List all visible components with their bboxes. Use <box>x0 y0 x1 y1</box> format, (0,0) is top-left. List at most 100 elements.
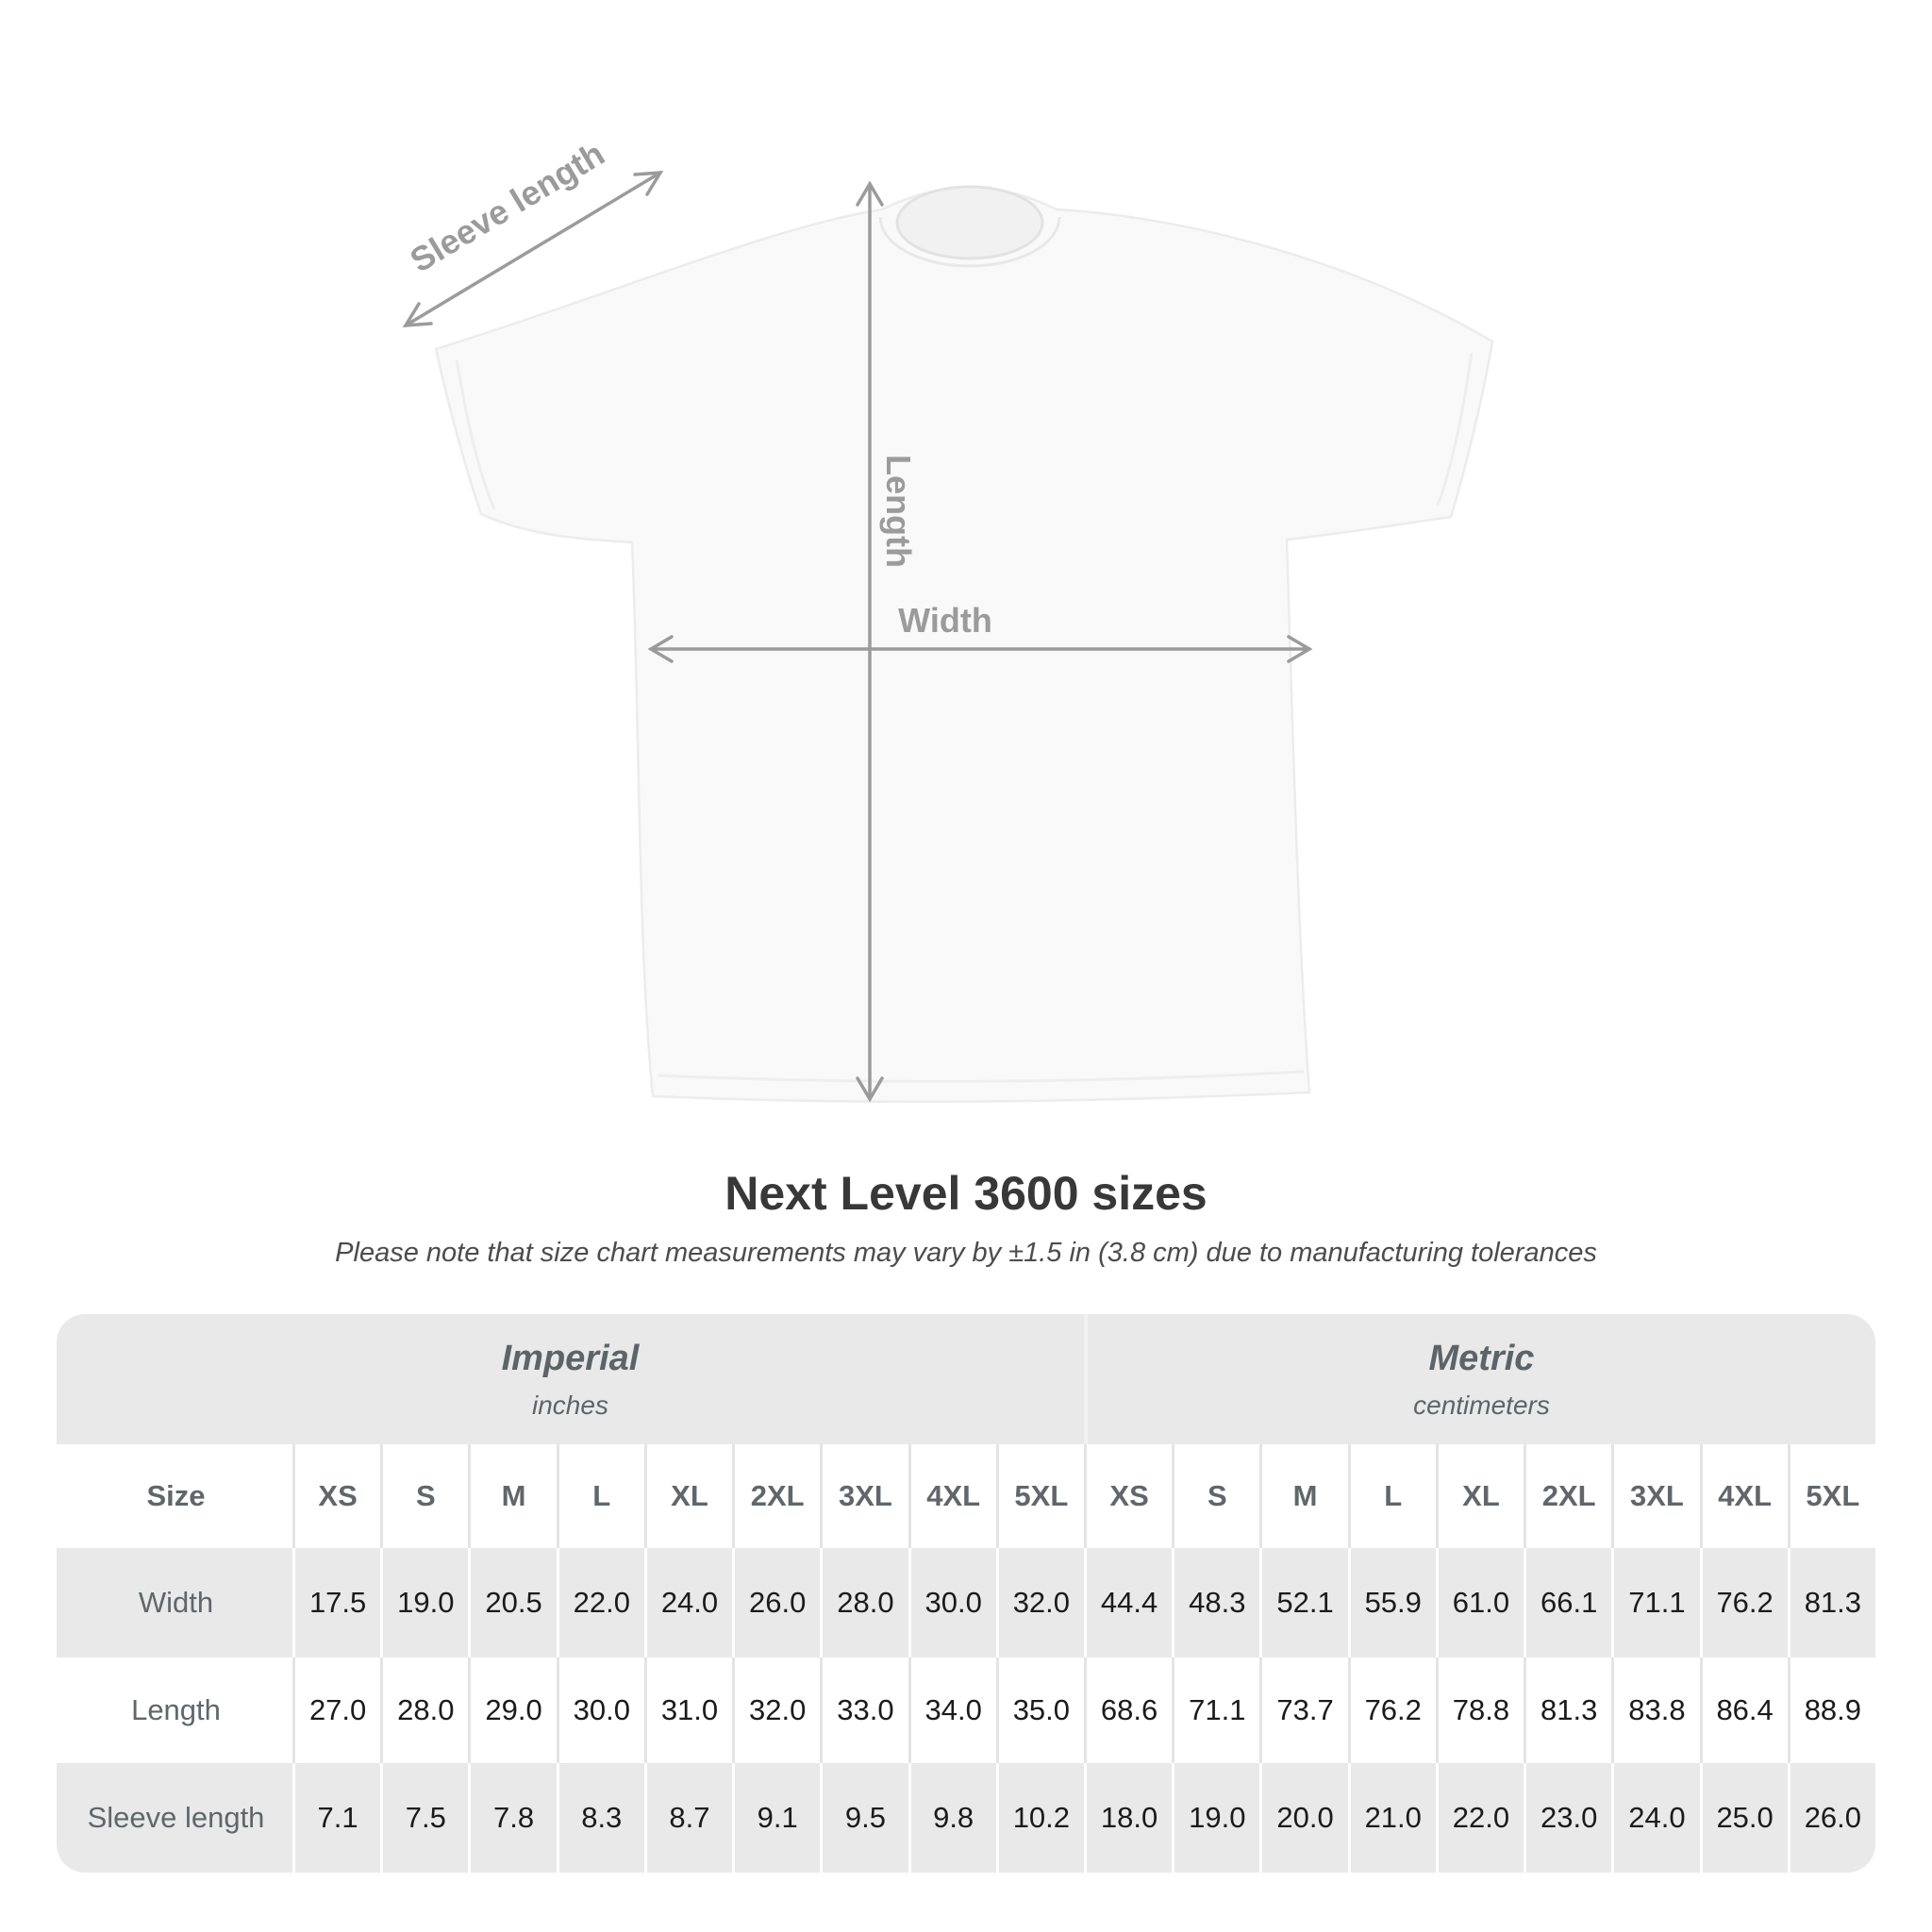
size-cell: 3XL <box>820 1444 908 1548</box>
value-cell: 8.7 <box>643 1763 733 1873</box>
value-cell: 28.0 <box>820 1548 908 1657</box>
size-cell: XL <box>1435 1444 1524 1548</box>
size-table: Imperial inches Metric centimeters Size … <box>57 1314 1875 1873</box>
size-cell: 3XL <box>1611 1444 1700 1548</box>
metric-group-label: Metric <box>1428 1338 1535 1378</box>
row-label-sleeve-length: Sleeve length <box>57 1763 292 1873</box>
value-cell: 22.0 <box>1435 1763 1524 1873</box>
value-cell: 30.0 <box>556 1657 644 1763</box>
size-cell: 5XL <box>1787 1444 1875 1548</box>
value-cell: 17.5 <box>292 1548 381 1657</box>
value-cell: 22.0 <box>556 1548 644 1657</box>
value-cell: 34.0 <box>908 1657 996 1763</box>
page-title: Next Level 3600 sizes <box>724 1167 1208 1220</box>
value-cell: 76.2 <box>1699 1548 1788 1657</box>
tshirt-body-shape <box>434 186 1494 1104</box>
table-row-sleeve-length: Sleeve length 7.1 7.5 7.8 8.3 8.7 9.1 9.… <box>57 1763 1875 1873</box>
collar-opening <box>895 185 1044 260</box>
value-cell: 55.9 <box>1347 1548 1436 1657</box>
table-row-width: Width 17.5 19.0 20.5 22.0 24.0 26.0 28.0… <box>57 1548 1875 1657</box>
value-cell: 61.0 <box>1435 1548 1524 1657</box>
value-cell: 18.0 <box>1083 1763 1173 1873</box>
value-cell: 7.1 <box>292 1763 381 1873</box>
size-cell: L <box>1347 1444 1436 1548</box>
tolerance-note: Please note that size chart measurements… <box>335 1238 1597 1268</box>
value-cell: 30.0 <box>908 1548 996 1657</box>
imperial-group-unit: inches <box>532 1390 608 1420</box>
hem-seam <box>658 1070 1305 1083</box>
value-cell: 71.1 <box>1172 1657 1260 1763</box>
size-header-row: Size XS S M L XL 2XL 3XL 4XL 5XL XS S M … <box>57 1444 1875 1548</box>
value-cell: 21.0 <box>1347 1763 1436 1873</box>
value-cell: 81.3 <box>1787 1548 1875 1657</box>
value-cell: 48.3 <box>1172 1548 1260 1657</box>
size-cell: M <box>1259 1444 1348 1548</box>
length-label: Length <box>879 455 918 568</box>
value-cell: 83.8 <box>1611 1657 1700 1763</box>
size-cell: 2XL <box>732 1444 821 1548</box>
value-cell: 9.5 <box>820 1763 908 1873</box>
tshirt-illustration: Sleeve length Length Width <box>402 134 1494 1104</box>
size-table-grid: Imperial inches Metric centimeters Size … <box>57 1314 1875 1873</box>
tshirt-measurement-diagram: Sleeve length Length Width <box>396 113 1547 1132</box>
value-cell: 10.2 <box>995 1763 1084 1873</box>
table-row-length: Length 27.0 28.0 29.0 30.0 31.0 32.0 33.… <box>57 1657 1875 1763</box>
value-cell: 68.6 <box>1083 1657 1173 1763</box>
size-cell: M <box>468 1444 557 1548</box>
value-cell: 76.2 <box>1347 1657 1436 1763</box>
row-label-length: Length <box>57 1657 292 1763</box>
value-cell: 88.9 <box>1787 1657 1875 1763</box>
size-cell: S <box>380 1444 469 1548</box>
value-cell: 26.0 <box>1787 1763 1875 1873</box>
value-cell: 44.4 <box>1083 1548 1173 1657</box>
value-cell: 9.8 <box>908 1763 996 1873</box>
size-cell: L <box>556 1444 644 1548</box>
value-cell: 78.8 <box>1435 1657 1524 1763</box>
value-cell: 27.0 <box>292 1657 381 1763</box>
value-cell: 24.0 <box>643 1548 733 1657</box>
value-cell: 32.0 <box>732 1657 821 1763</box>
value-cell: 71.1 <box>1611 1548 1700 1657</box>
value-cell: 81.3 <box>1524 1657 1612 1763</box>
value-cell: 24.0 <box>1611 1763 1700 1873</box>
value-cell: 28.0 <box>380 1657 469 1763</box>
value-cell: 29.0 <box>468 1657 557 1763</box>
value-cell: 32.0 <box>995 1548 1084 1657</box>
value-cell: 31.0 <box>643 1657 733 1763</box>
value-cell: 66.1 <box>1524 1548 1612 1657</box>
value-cell: 23.0 <box>1524 1763 1612 1873</box>
width-arrow <box>647 635 1313 663</box>
value-cell: 7.8 <box>468 1763 557 1873</box>
value-cell: 33.0 <box>820 1657 908 1763</box>
sleeve-length-arrow <box>402 171 664 327</box>
value-cell: 19.0 <box>1172 1763 1260 1873</box>
sleeve-length-label: Sleeve length <box>404 134 611 280</box>
size-cell: S <box>1172 1444 1260 1548</box>
right-cuff-seam <box>1436 352 1474 507</box>
value-cell: 8.3 <box>556 1763 644 1873</box>
value-cell: 86.4 <box>1699 1657 1788 1763</box>
width-label: Width <box>898 601 992 640</box>
value-cell: 19.0 <box>380 1548 469 1657</box>
value-cell: 52.1 <box>1259 1548 1348 1657</box>
unit-group-header-row: Imperial inches Metric centimeters <box>57 1314 1875 1444</box>
size-cell: 2XL <box>1524 1444 1612 1548</box>
size-column-label: Size <box>57 1444 292 1548</box>
value-cell: 20.5 <box>468 1548 557 1657</box>
metric-group-header: Metric centimeters <box>1083 1314 1875 1444</box>
left-cuff-seam <box>455 359 496 510</box>
size-cell: 4XL <box>1699 1444 1788 1548</box>
value-cell: 20.0 <box>1259 1763 1348 1873</box>
value-cell: 73.7 <box>1259 1657 1348 1763</box>
metric-group-unit: centimeters <box>1413 1390 1550 1420</box>
value-cell: 35.0 <box>995 1657 1084 1763</box>
imperial-group-header: Imperial inches <box>57 1314 1084 1444</box>
size-cell: XS <box>292 1444 381 1548</box>
size-cell: 4XL <box>908 1444 996 1548</box>
value-cell: 9.1 <box>732 1763 821 1873</box>
value-cell: 7.5 <box>380 1763 469 1873</box>
row-label-width: Width <box>57 1548 292 1657</box>
size-cell: 5XL <box>995 1444 1084 1548</box>
value-cell: 26.0 <box>732 1548 821 1657</box>
